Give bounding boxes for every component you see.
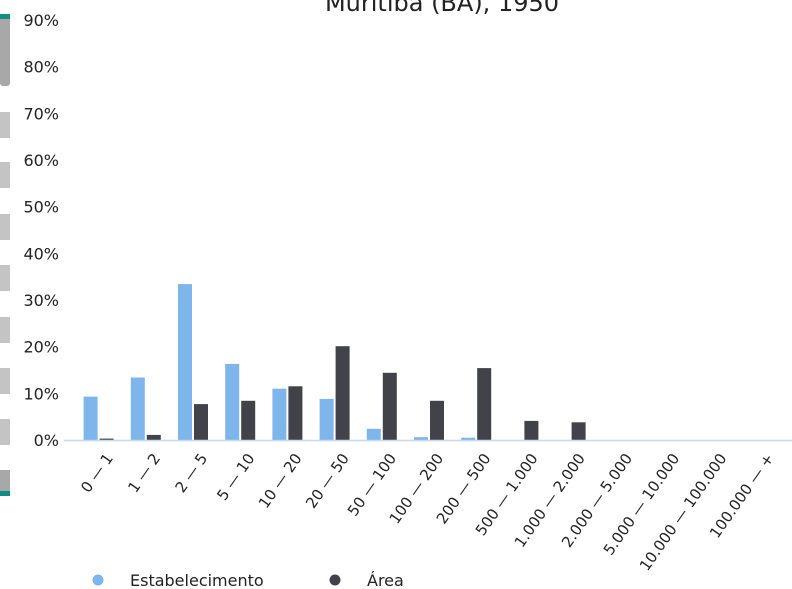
- scrollbar[interactable]: [0, 14, 10, 496]
- bar-area: [430, 400, 444, 440]
- bar-area: [194, 404, 208, 440]
- y-tick-label: 40%: [23, 244, 59, 263]
- y-tick-label: 10%: [23, 384, 59, 403]
- scrollbar-track-segment[interactable]: [0, 419, 10, 445]
- bar-area: [335, 346, 350, 440]
- bar-estabelecimento: [414, 437, 428, 440]
- bar-estabelecimento: [225, 363, 240, 440]
- x-tick-label: 5 — 10: [213, 450, 258, 504]
- x-tick-label: 1 — 2: [124, 450, 164, 496]
- bar-area: [382, 372, 397, 440]
- scrollbar-track-segment[interactable]: [0, 265, 10, 291]
- x-tick-label: 10.000 — 100.000: [636, 450, 731, 574]
- y-tick-label: 20%: [23, 338, 59, 357]
- bar-estabelecimento: [366, 428, 381, 440]
- y-tick-label: 80%: [23, 58, 59, 77]
- y-axis-tick-labels: 0% 10% 20% 30% 40% 50% 60% 70% 80% 90%: [23, 11, 59, 450]
- bar-estabelecimento: [319, 398, 334, 440]
- bar-area: [288, 386, 303, 440]
- bar-estabelecimento: [178, 284, 192, 440]
- x-tick-label: 10 — 20: [255, 450, 306, 512]
- y-tick-label: 60%: [23, 151, 59, 170]
- bar-estabelecimento: [83, 396, 98, 440]
- legend-label: Estabelecimento: [130, 571, 264, 589]
- scrollbar-track-segment[interactable]: [0, 162, 10, 188]
- scrollbar-bottom-cap: [0, 491, 10, 496]
- scrollbar-top-cap: [0, 14, 10, 19]
- legend-label: Área: [367, 571, 404, 589]
- y-tick-label: 0%: [34, 431, 59, 450]
- scrollbar-track-segment[interactable]: [0, 368, 10, 394]
- y-tick-label: 70%: [23, 104, 59, 123]
- y-tick-label: 30%: [23, 291, 59, 310]
- bar-estabelecimento: [461, 437, 476, 440]
- x-tick-label: 0 — 1: [77, 450, 117, 496]
- scrollbar-thumb[interactable]: [0, 14, 10, 86]
- legend-item-area[interactable]: Área: [329, 571, 404, 589]
- x-tick-label: 2 — 5: [172, 450, 212, 496]
- x-tick-label: 20 — 50: [302, 450, 353, 512]
- legend-item-estabelecimento[interactable]: Estabelecimento: [92, 571, 264, 589]
- bar-area: [241, 400, 256, 440]
- bars: [83, 284, 586, 440]
- scrollbar-track-segment[interactable]: [0, 112, 10, 138]
- y-tick-label: 90%: [23, 11, 59, 30]
- scrollbar-track-segment[interactable]: [0, 214, 10, 240]
- bar-area: [524, 420, 539, 440]
- legend-marker: [92, 574, 104, 586]
- y-tick-label: 50%: [23, 198, 59, 217]
- bar-estabelecimento: [272, 388, 287, 440]
- bar-area: [477, 368, 492, 440]
- bar-area: [99, 438, 114, 440]
- scrollbar-track-segment[interactable]: [0, 317, 10, 343]
- bar-area: [571, 422, 586, 440]
- bar-estabelecimento: [130, 377, 145, 440]
- legend-marker: [329, 574, 341, 586]
- legend[interactable]: Estabelecimento Área: [92, 571, 404, 589]
- chart-title: Muritiba (BA), 1950: [325, 0, 559, 17]
- bar-area: [146, 434, 161, 440]
- scrollbar-track-segment[interactable]: [0, 470, 10, 492]
